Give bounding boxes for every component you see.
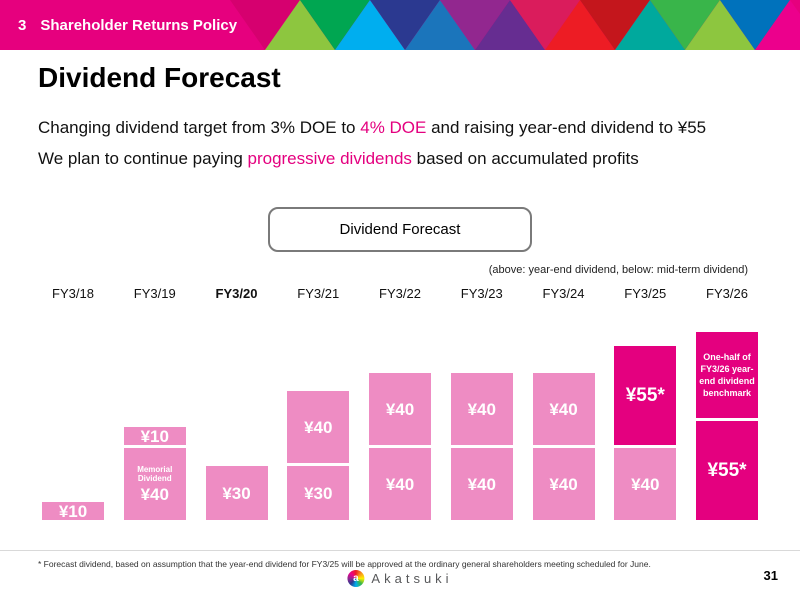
header-banner: 3 Shareholder Returns Policy	[0, 0, 800, 50]
bar-value: ¥30	[304, 483, 333, 503]
dividend-bar: ¥40	[369, 373, 431, 445]
dividend-bar: ¥40	[532, 373, 595, 445]
intro-line-2-post: based on accumulated profits	[411, 149, 639, 168]
bar-value: ¥10	[140, 426, 169, 446]
bar-column: ¥40 ¥40	[450, 373, 513, 520]
intro-line-1-pre: Changing dividend target from 3% DOE to	[38, 118, 361, 137]
bar-value: ¥40	[385, 399, 415, 419]
chart-category-row: FY3/18 FY3/19 FY3/20 FY3/21 FY3/22 FY3/23 FY3/…	[42, 286, 758, 301]
bar-value: ¥30	[222, 483, 251, 503]
bar-value: ¥40	[549, 399, 578, 419]
footnote: * Forecast dividend, based on assumption…	[38, 559, 651, 569]
dividend-bar: ¥40	[614, 448, 677, 520]
category-label: FY3/19	[133, 286, 176, 301]
dividend-bar: ¥40	[369, 448, 431, 520]
chart-title-box: Dividend Forecast	[268, 207, 532, 252]
chart-note: (above: year-end dividend, below: mid-te…	[488, 264, 748, 276]
bar-sublabel: Memorial Dividend	[137, 464, 173, 483]
dividend-bar: ¥40	[450, 373, 513, 445]
header-title-group: 3 Shareholder Returns Policy	[18, 0, 237, 50]
intro-line-2: We plan to continue paying progressive d…	[38, 143, 706, 174]
intro-line-1: Changing dividend target from 3% DOE to …	[38, 112, 706, 143]
bar-value: ¥40	[549, 474, 578, 494]
dividend-bar: ¥30	[287, 466, 350, 520]
dividend-bar: ¥40	[450, 448, 513, 520]
bar-value: ¥40	[304, 417, 333, 437]
akatsuki-logo-text: Akatsuki	[371, 571, 453, 586]
intro-line-1-highlight: 4% DOE	[360, 118, 427, 137]
category-label: FY3/26	[706, 286, 748, 301]
bar-column: ¥30	[205, 466, 268, 520]
chart-title: Dividend Forecast	[339, 221, 461, 238]
dividend-bar: Memorial Dividend ¥40	[123, 448, 186, 520]
dividend-bar: ¥30	[205, 466, 268, 520]
dividend-bar: ¥10	[42, 502, 104, 520]
bar-value: ¥10	[58, 501, 88, 521]
category-label: FY3/23	[460, 286, 503, 301]
section-title: Shareholder Returns Policy	[40, 16, 238, 34]
page-title: Dividend Forecast	[38, 62, 281, 93]
dividend-bar: ¥55*	[696, 421, 758, 520]
section-number: 3	[18, 16, 27, 34]
banner-graphic	[0, 0, 800, 50]
bar-column: ¥40 ¥40	[369, 373, 431, 520]
category-label: FY3/21	[297, 286, 340, 301]
bar-column: ¥10	[42, 502, 104, 520]
dividend-bar: ¥10	[123, 426, 186, 446]
bar-column: ¥40 ¥30	[287, 391, 350, 520]
dividend-bar: ¥40	[532, 448, 595, 520]
bar-value: ¥40	[467, 474, 496, 494]
dividend-bar: ¥55*	[614, 346, 677, 445]
category-label: FY3/20	[215, 286, 258, 301]
bar-column: ¥55* ¥40	[614, 346, 677, 520]
page-number: 31	[763, 568, 778, 583]
footer-divider	[0, 550, 800, 551]
dividend-bar: ¥40	[287, 391, 350, 463]
category-label: FY3/18	[52, 286, 94, 301]
chart-bars-row: ¥10 ¥10 Memorial Dividend ¥40 ¥30 ¥40 ¥30 ¥40 ¥4…	[42, 330, 758, 520]
bar-value: ¥40	[385, 474, 415, 494]
akatsuki-logo: a Akatsuki	[347, 570, 452, 587]
intro-line-1-post: and raising year-end dividend to ¥55	[426, 118, 707, 137]
benchmark-callout: One-half of FY3/26 year-end dividend ben…	[696, 332, 758, 418]
bar-value: ¥55*	[707, 460, 747, 481]
bar-value: ¥40	[140, 485, 169, 505]
akatsuki-logo-icon: a	[347, 570, 365, 587]
bar-column: ¥10 Memorial Dividend ¥40	[123, 426, 186, 520]
bar-column: ¥40 ¥40	[532, 373, 595, 520]
bar-column: One-half of FY3/26 year-end dividend ben…	[696, 332, 758, 520]
category-label: FY3/24	[542, 286, 585, 301]
category-label: FY3/25	[624, 286, 667, 301]
bar-value: ¥55*	[625, 385, 665, 406]
intro-text: Changing dividend target from 3% DOE to …	[38, 112, 706, 174]
intro-line-2-pre: We plan to continue paying	[38, 149, 248, 168]
category-label: FY3/22	[379, 286, 421, 301]
intro-line-2-highlight: progressive dividends	[247, 149, 412, 168]
bar-value: ¥40	[631, 474, 660, 494]
bar-value: ¥40	[467, 399, 496, 419]
